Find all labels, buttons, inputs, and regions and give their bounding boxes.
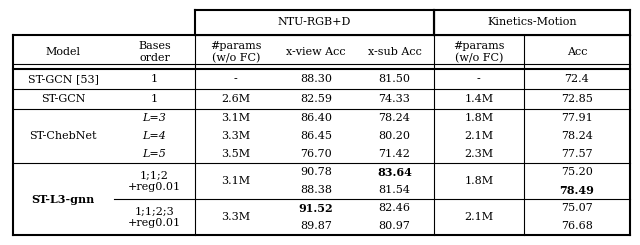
Text: 1: 1 — [151, 94, 158, 104]
Text: #params
(w/o FC): #params (w/o FC) — [210, 41, 262, 63]
Text: 81.50: 81.50 — [379, 74, 411, 84]
Text: 2.3M: 2.3M — [464, 149, 493, 159]
Text: 81.54: 81.54 — [379, 185, 411, 195]
Text: 1.8M: 1.8M — [464, 176, 493, 186]
Text: 83.64: 83.64 — [377, 167, 412, 178]
Text: 80.97: 80.97 — [379, 221, 410, 231]
Text: Model: Model — [46, 47, 81, 57]
Text: x-view Acc: x-view Acc — [286, 47, 346, 57]
Text: 2.1M: 2.1M — [464, 131, 493, 141]
Text: 77.91: 77.91 — [561, 113, 593, 123]
Text: 88.38: 88.38 — [300, 185, 332, 195]
Text: #params
(w/o FC): #params (w/o FC) — [453, 41, 504, 63]
Text: Bases
order: Bases order — [138, 41, 171, 63]
Text: 88.30: 88.30 — [300, 74, 332, 84]
Text: 74.33: 74.33 — [379, 94, 410, 104]
Text: 82.59: 82.59 — [300, 94, 332, 104]
Text: 3.5M: 3.5M — [221, 149, 250, 159]
Text: 77.57: 77.57 — [561, 149, 593, 159]
Text: 86.45: 86.45 — [300, 131, 332, 141]
Text: NTU-RGB+D: NTU-RGB+D — [278, 17, 351, 27]
Text: 78.24: 78.24 — [379, 113, 410, 123]
Text: 1;1;2
+reg0.01: 1;1;2 +reg0.01 — [128, 171, 181, 192]
Text: 1: 1 — [151, 74, 158, 84]
Text: 71.42: 71.42 — [379, 149, 410, 159]
Text: -: - — [477, 74, 481, 84]
Text: 2.1M: 2.1M — [464, 212, 493, 222]
Text: 75.20: 75.20 — [561, 167, 593, 177]
Text: 76.70: 76.70 — [300, 149, 332, 159]
Text: 76.68: 76.68 — [561, 221, 593, 231]
Text: ST-ChebNet: ST-ChebNet — [29, 131, 97, 141]
Text: 78.49: 78.49 — [559, 185, 595, 196]
Text: 72.85: 72.85 — [561, 94, 593, 104]
Text: -: - — [234, 74, 237, 84]
Text: 3.1M: 3.1M — [221, 176, 250, 186]
Text: 78.24: 78.24 — [561, 131, 593, 141]
Text: 75.07: 75.07 — [561, 203, 593, 213]
Text: L=3: L=3 — [143, 113, 166, 123]
Text: L=5: L=5 — [143, 149, 166, 159]
Text: Kinetics-Motion: Kinetics-Motion — [487, 17, 577, 27]
Text: 2.6M: 2.6M — [221, 94, 250, 104]
Text: 90.78: 90.78 — [300, 167, 332, 177]
Text: L=4: L=4 — [143, 131, 166, 141]
Text: 82.46: 82.46 — [379, 203, 411, 213]
Text: 3.3M: 3.3M — [221, 212, 250, 222]
Text: 72.4: 72.4 — [564, 74, 589, 84]
Text: Acc: Acc — [566, 47, 588, 57]
Text: 89.87: 89.87 — [300, 221, 332, 231]
Text: ST-GCN: ST-GCN — [41, 94, 86, 104]
Text: 1.8M: 1.8M — [464, 113, 493, 123]
Text: x-sub Acc: x-sub Acc — [367, 47, 422, 57]
Text: 1.4M: 1.4M — [464, 94, 493, 104]
Text: 86.40: 86.40 — [300, 113, 332, 123]
Text: 80.20: 80.20 — [379, 131, 411, 141]
Text: 3.3M: 3.3M — [221, 131, 250, 141]
Text: 3.1M: 3.1M — [221, 113, 250, 123]
Text: 1;1;2;3
+reg0.01: 1;1;2;3 +reg0.01 — [128, 207, 181, 228]
Text: 91.52: 91.52 — [298, 203, 333, 214]
Text: ST-L3-gnn: ST-L3-gnn — [32, 194, 95, 205]
Text: ST-GCN [53]: ST-GCN [53] — [28, 74, 99, 84]
